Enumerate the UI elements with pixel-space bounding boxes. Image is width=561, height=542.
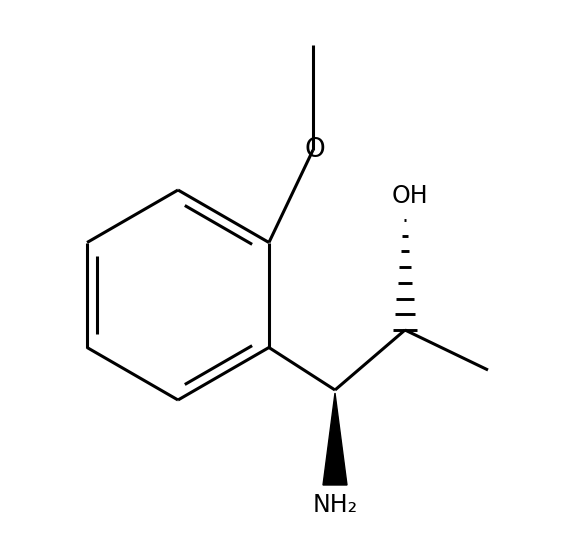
Text: OH: OH xyxy=(392,184,428,208)
Polygon shape xyxy=(323,393,347,485)
Text: O: O xyxy=(305,137,325,163)
Text: NH₂: NH₂ xyxy=(312,493,357,517)
